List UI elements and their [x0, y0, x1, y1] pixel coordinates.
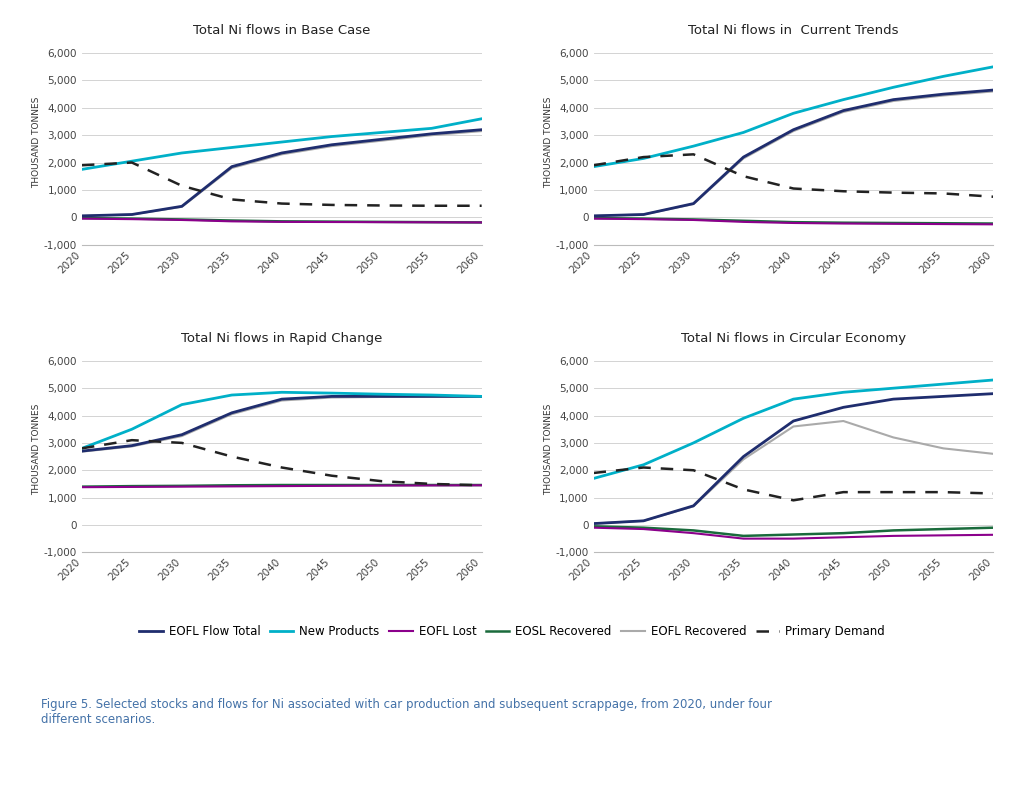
- Y-axis label: THOUSAND TONNES: THOUSAND TONNES: [32, 404, 41, 495]
- Title: Total Ni flows in Circular Economy: Total Ni flows in Circular Economy: [681, 331, 906, 345]
- Title: Total Ni flows in Rapid Change: Total Ni flows in Rapid Change: [181, 331, 383, 345]
- Y-axis label: THOUSAND TONNES: THOUSAND TONNES: [544, 96, 553, 188]
- Y-axis label: THOUSAND TONNES: THOUSAND TONNES: [32, 96, 41, 188]
- Title: Total Ni flows in  Current Trends: Total Ni flows in Current Trends: [688, 24, 899, 37]
- Legend: EOFL Flow Total, New Products, EOFL Lost, EOSL Recovered, EOFL Recovered, Primar: EOFL Flow Total, New Products, EOFL Lost…: [134, 620, 890, 642]
- Y-axis label: THOUSAND TONNES: THOUSAND TONNES: [544, 404, 553, 495]
- Title: Total Ni flows in Base Case: Total Ni flows in Base Case: [194, 24, 371, 37]
- Text: Figure 5. Selected stocks and flows for Ni associated with car production and su: Figure 5. Selected stocks and flows for …: [41, 698, 772, 726]
